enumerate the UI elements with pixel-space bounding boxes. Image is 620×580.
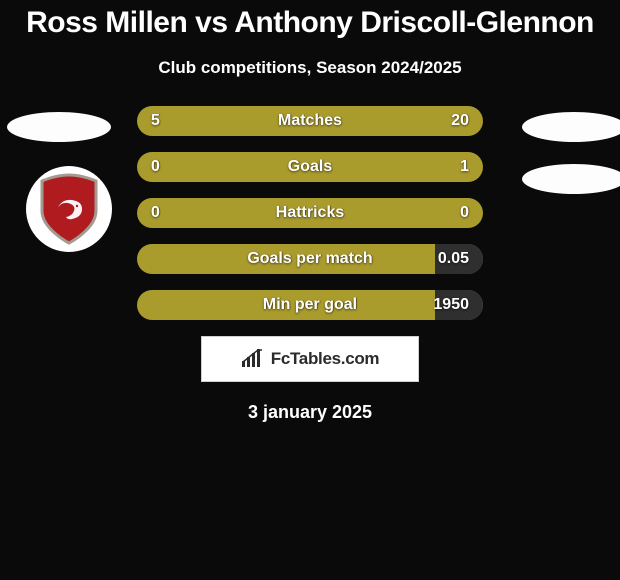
stat-value-left: 0 xyxy=(151,204,160,222)
stat-value-right: 0.05 xyxy=(438,250,469,268)
subtitle: Club competitions, Season 2024/2025 xyxy=(0,58,620,78)
stat-value-left: 0 xyxy=(151,158,160,176)
stat-value-right: 1950 xyxy=(433,296,469,314)
stat-row: Min per goal 1950 xyxy=(137,290,483,320)
stat-row: Matches 5 20 xyxy=(137,106,483,136)
left-club-badge: MORECAMBE FC xyxy=(26,166,112,252)
stat-label: Hattricks xyxy=(276,204,344,222)
stat-label: Goals per match xyxy=(247,250,372,268)
stat-row: Hattricks 0 0 xyxy=(137,198,483,228)
stat-label: Goals xyxy=(288,158,332,176)
stat-value-right: 20 xyxy=(451,112,469,130)
bars-icon xyxy=(241,349,265,369)
stat-label: Min per goal xyxy=(263,296,357,314)
right-oval-1 xyxy=(522,112,620,142)
stat-row: Goals 0 1 xyxy=(137,152,483,182)
stat-label: Matches xyxy=(278,112,342,130)
comparison-stage: MORECAMBE FC Matches 5 20 Goals 0 1 Hattricks 0… xyxy=(0,106,620,423)
right-oval-2 xyxy=(522,164,620,194)
stat-value-right: 0 xyxy=(460,204,469,222)
stat-bars: Matches 5 20 Goals 0 1 Hattricks 0 0 Goals per ma… xyxy=(137,106,483,320)
page-title: Ross Millen vs Anthony Driscoll-Glennon xyxy=(0,0,620,40)
stat-value-right: 1 xyxy=(460,158,469,176)
brand-box: FcTables.com xyxy=(201,336,419,382)
date-text: 3 january 2025 xyxy=(0,402,620,423)
stat-row: Goals per match 0.05 xyxy=(137,244,483,274)
left-oval-1 xyxy=(7,112,111,142)
brand-text: FcTables.com xyxy=(271,349,380,369)
stat-value-left: 5 xyxy=(151,112,160,130)
shield-icon: MORECAMBE FC xyxy=(38,173,100,245)
